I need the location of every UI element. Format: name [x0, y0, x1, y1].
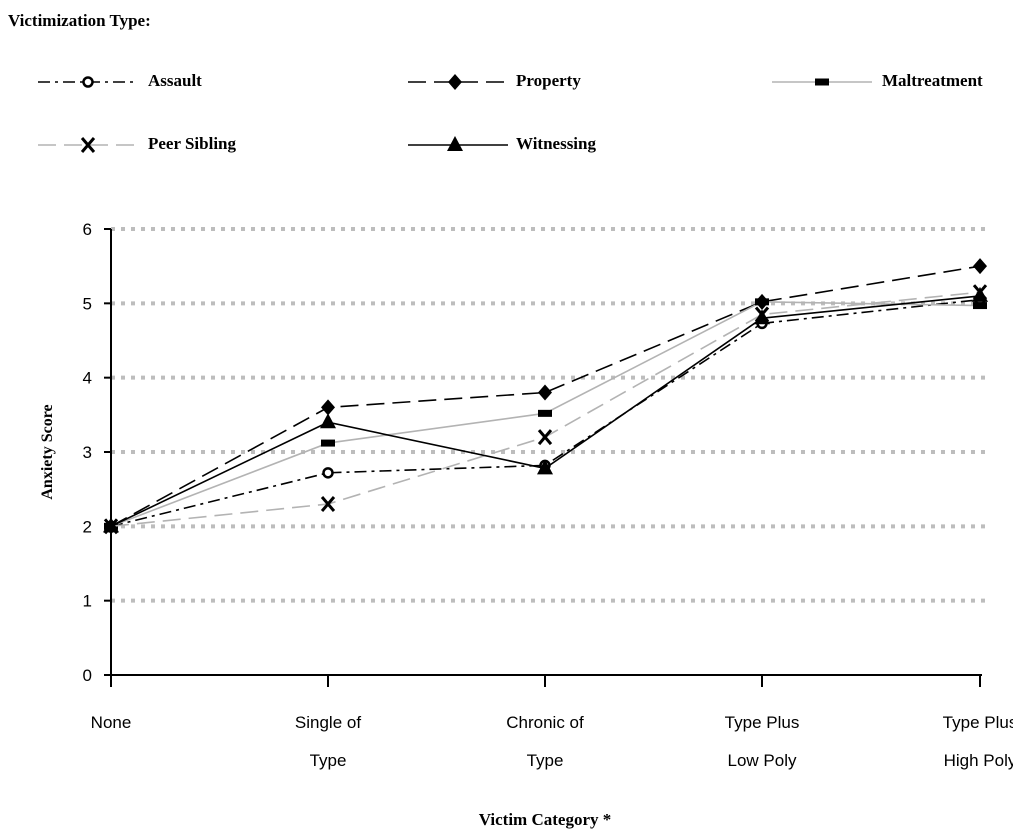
marker-diamond [448, 74, 462, 90]
legend-title: Victimization Type: [8, 11, 151, 30]
marker-circle [82, 76, 94, 88]
x-tick-label: None [91, 713, 132, 732]
y-tick-label: 6 [83, 220, 92, 239]
marker-dash [538, 409, 552, 417]
legend-item: Peer Sibling [38, 134, 236, 153]
legend-item: Assault [38, 71, 202, 90]
marker-triangle [754, 309, 770, 325]
legend-item: Maltreatment [772, 71, 983, 90]
series-line [110, 291, 981, 528]
x-tick-label: Type Plus [943, 713, 1013, 732]
y-tick-labels: 0 1 2 3 4 5 6 [83, 220, 92, 685]
marker-triangle [447, 136, 463, 151]
series-line [110, 265, 981, 528]
x-tick-label: Type [527, 751, 564, 770]
marker-x-stroke [320, 496, 336, 513]
marker-triangle [537, 459, 553, 475]
marker-diamond [973, 258, 987, 275]
marker-triangle [320, 413, 336, 429]
x-tick-label: Chronic of [506, 713, 584, 732]
marker-dash [973, 302, 987, 310]
legend: Assault Property Maltreatment Peer Sibling W… [38, 71, 983, 153]
axes [104, 229, 982, 687]
marker-x-stroke [80, 137, 96, 153]
marker-diamond [321, 399, 335, 416]
y-tick-label: 0 [83, 666, 92, 685]
y-axis-label: Anxiety Score [39, 404, 56, 499]
y-tick-label: 4 [83, 369, 92, 388]
legend-label: Property [516, 71, 581, 90]
gridlines [104, 227, 985, 676]
marker-diamond [538, 384, 552, 401]
x-axis-label: Victim Category * [479, 810, 612, 829]
series-witnessing [103, 286, 988, 533]
series-property [104, 258, 987, 535]
x-tick-label: Type [310, 751, 347, 770]
legend-label: Witnessing [516, 134, 596, 153]
marker-dash [755, 298, 769, 306]
legend-item: Property [408, 71, 581, 90]
x-tick-label: High Poly [944, 751, 1013, 770]
marker-x-stroke [537, 429, 553, 446]
marker-dash [815, 78, 829, 86]
marker-x [537, 429, 553, 446]
y-tick-label: 5 [83, 294, 92, 313]
x-tick-label: Single of [295, 713, 361, 732]
y-tick-label: 3 [83, 443, 92, 462]
x-tick-labels: None Single of Type Chronic of Type Type Plus… [91, 713, 1013, 770]
series-group [103, 258, 988, 535]
legend-label: Maltreatment [882, 71, 983, 90]
marker-dash [321, 439, 335, 447]
marker-circle [322, 467, 334, 479]
x-tick-label: Type Plus [725, 713, 800, 732]
marker-x [80, 137, 96, 153]
y-tick-label: 1 [83, 592, 92, 611]
x-tick-label: Low Poly [728, 751, 797, 770]
series-peer-sibling [103, 284, 988, 535]
y-tick-label: 2 [83, 517, 92, 536]
marker-triangle [972, 286, 988, 302]
marker-triangle [103, 517, 119, 533]
legend-label: Peer Sibling [148, 134, 236, 153]
legend-item: Witnessing [408, 134, 596, 153]
legend-label: Assault [148, 71, 202, 90]
marker-x [320, 496, 336, 513]
